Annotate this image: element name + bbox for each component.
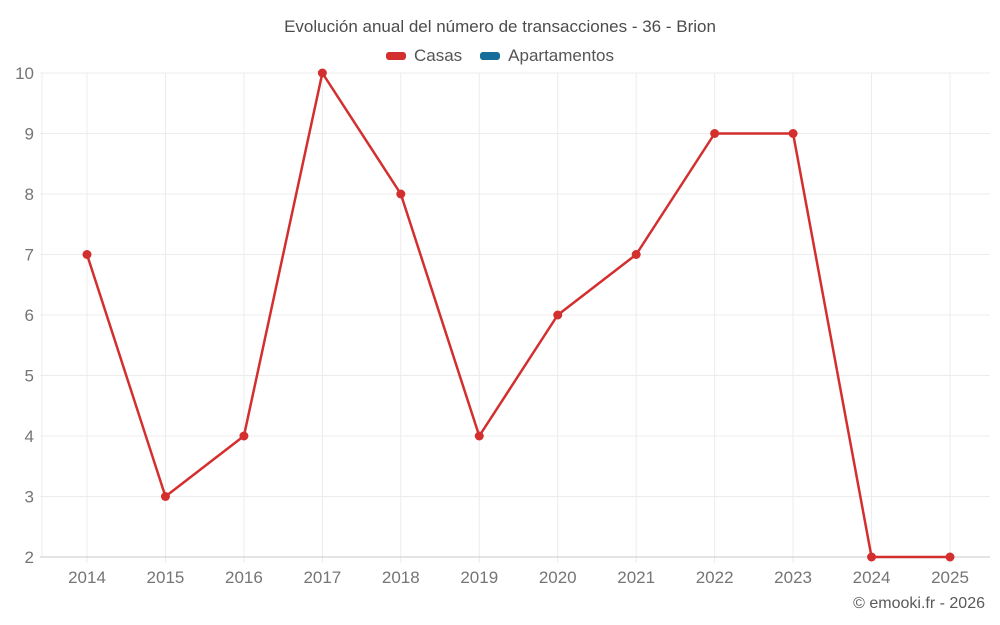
copyright: © emooki.fr - 2026 bbox=[853, 595, 985, 612]
svg-text:2017: 2017 bbox=[303, 568, 341, 587]
svg-text:6: 6 bbox=[25, 306, 34, 325]
legend-item-apartamentos[interactable]: Apartamentos bbox=[480, 46, 614, 66]
svg-text:2: 2 bbox=[25, 548, 34, 567]
legend-label-casas: Casas bbox=[413, 46, 463, 65]
legend-item-casas[interactable]: Casas bbox=[385, 46, 463, 66]
svg-text:9: 9 bbox=[25, 125, 34, 144]
svg-text:10: 10 bbox=[15, 64, 34, 83]
svg-text:4: 4 bbox=[25, 427, 34, 446]
legend-swatch-casas bbox=[385, 52, 406, 60]
svg-text:3: 3 bbox=[25, 488, 34, 507]
legend: Casas Apartamentos bbox=[0, 46, 1000, 66]
svg-text:2024: 2024 bbox=[853, 568, 891, 587]
svg-text:2018: 2018 bbox=[382, 568, 420, 587]
svg-text:2025: 2025 bbox=[931, 568, 969, 587]
svg-text:2021: 2021 bbox=[617, 568, 655, 587]
svg-text:2015: 2015 bbox=[147, 568, 185, 587]
svg-text:2016: 2016 bbox=[225, 568, 263, 587]
svg-text:8: 8 bbox=[25, 185, 34, 204]
svg-text:2020: 2020 bbox=[539, 568, 577, 587]
svg-text:2019: 2019 bbox=[460, 568, 498, 587]
svg-text:5: 5 bbox=[25, 367, 34, 386]
legend-swatch-apartamentos bbox=[480, 52, 501, 60]
svg-text:2023: 2023 bbox=[774, 568, 812, 587]
chart-title: Evolución anual del número de transaccio… bbox=[284, 17, 716, 36]
svg-text:7: 7 bbox=[25, 246, 34, 265]
svg-text:2022: 2022 bbox=[696, 568, 734, 587]
legend-label-apartamentos: Apartamentos bbox=[508, 46, 615, 65]
svg-text:2014: 2014 bbox=[68, 568, 106, 587]
